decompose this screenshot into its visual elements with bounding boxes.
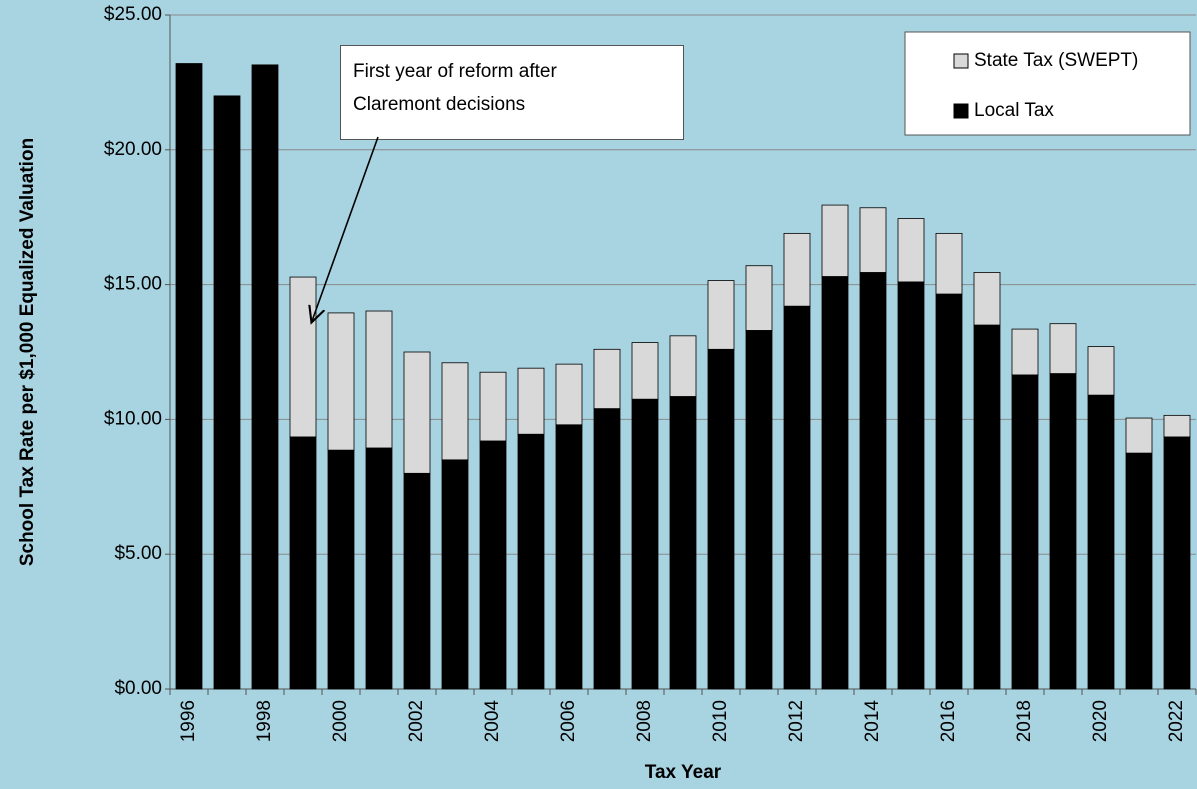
x-axis-title: Tax Year	[645, 762, 722, 783]
bar-segment	[251, 64, 279, 690]
y-tick-label: $20.00	[104, 139, 162, 160]
bar-segment	[821, 276, 849, 690]
x-tick-label: 2020	[1090, 700, 1111, 742]
bar-segment	[821, 204, 849, 277]
bar-segment	[783, 305, 811, 690]
bar-segment	[1011, 374, 1039, 690]
bar-segment	[441, 459, 469, 690]
annotation-box: First year of reform after Claremont dec…	[340, 45, 684, 140]
bar-segment	[859, 272, 887, 690]
bar-segment	[783, 232, 811, 307]
bar-segment	[1163, 436, 1191, 690]
bar-segment	[1125, 417, 1153, 454]
bar-segment	[1087, 346, 1115, 396]
x-tick-label: 2014	[862, 700, 883, 743]
x-tick-label: 2008	[634, 700, 655, 742]
bar-segment	[707, 280, 735, 350]
bar-segment	[669, 335, 697, 397]
bar-segment	[1049, 373, 1077, 690]
legend-swatch	[953, 103, 969, 119]
y-tick-label: $10.00	[104, 408, 162, 429]
bar-segment	[745, 330, 773, 690]
bar-segment	[555, 363, 583, 426]
y-axis-title: School Tax Rate per $1,000 Equalized Val…	[17, 138, 38, 566]
bar-segment	[1163, 414, 1191, 438]
bar-segment	[973, 272, 1001, 326]
bar-segment	[555, 424, 583, 690]
bar-segment	[593, 348, 621, 410]
x-tick-label: 2018	[1014, 700, 1035, 742]
x-tick-label: 2006	[558, 700, 579, 742]
bar-segment	[403, 472, 431, 690]
x-tick-label: 2004	[482, 700, 503, 743]
bar-segment	[517, 433, 545, 690]
bar-segment	[365, 310, 393, 449]
legend-label: Local Tax	[974, 100, 1054, 121]
bar-segment	[631, 398, 659, 690]
bar-segment	[1125, 452, 1153, 690]
bar-segment	[479, 440, 507, 690]
bar-segment	[897, 218, 925, 283]
bar-segment	[1049, 323, 1077, 374]
bar-segment	[935, 293, 963, 690]
bar-segment	[213, 95, 241, 690]
bar-segment	[1087, 394, 1115, 690]
bar-segment	[897, 281, 925, 690]
bar-segment	[289, 276, 317, 438]
x-tick-label: 2016	[938, 700, 959, 742]
x-tick-label: 2012	[786, 700, 807, 742]
bar-segment	[441, 362, 469, 461]
legend-swatch	[953, 53, 969, 69]
y-tick-label: $5.00	[114, 543, 162, 564]
legend-label: State Tax (SWEPT)	[974, 50, 1138, 71]
bar-segment	[479, 371, 507, 442]
bar-segment	[631, 342, 659, 400]
legend-box	[904, 31, 1191, 136]
bar-segment	[1011, 328, 1039, 376]
x-tick-label: 1998	[254, 700, 275, 742]
bar-segment	[175, 63, 203, 690]
bar-segment	[365, 447, 393, 690]
x-tick-label: 1996	[178, 700, 199, 742]
annotation: First year of reform after Claremont dec…	[353, 61, 557, 115]
x-tick-label: 2000	[330, 700, 351, 742]
bar-segment	[707, 348, 735, 690]
x-tick-label: 2010	[710, 700, 731, 742]
x-tick-label: 2002	[406, 700, 427, 742]
bar-segment	[935, 232, 963, 295]
bar-segment	[669, 396, 697, 690]
bar-segment	[289, 436, 317, 690]
bar-segment	[973, 324, 1001, 690]
bar-segment	[403, 351, 431, 474]
bar-segment	[327, 449, 355, 690]
bar-segment	[327, 312, 355, 451]
y-tick-label: $0.00	[114, 678, 162, 699]
bar-segment	[593, 408, 621, 690]
bar-segment	[745, 265, 773, 331]
y-tick-label: $15.00	[104, 274, 162, 295]
bar-segment	[517, 367, 545, 435]
bar-segment	[859, 207, 887, 273]
y-tick-label: $25.00	[104, 4, 162, 25]
x-tick-label: 2022	[1166, 700, 1187, 742]
